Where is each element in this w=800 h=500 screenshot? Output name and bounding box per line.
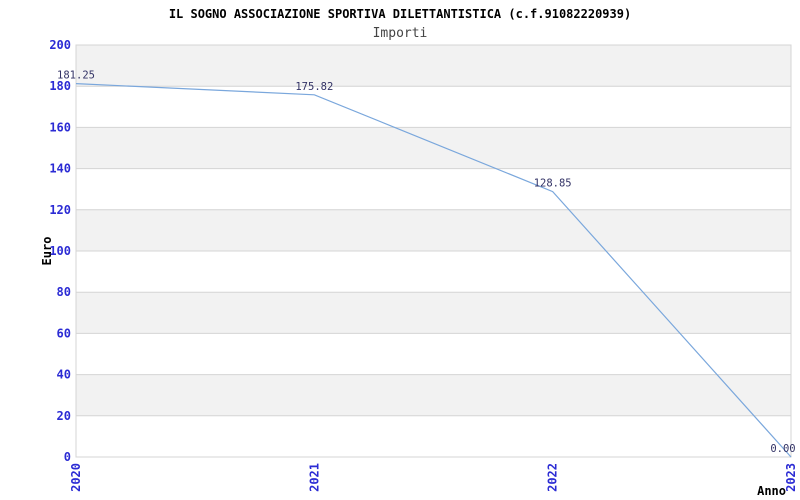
grid-band	[76, 127, 791, 169]
x-axis-tick-label: 2020	[69, 463, 83, 492]
x-axis-tick-label: 2023	[784, 463, 798, 492]
y-axis-tick-label: 80	[57, 285, 71, 299]
x-axis-tick-label: 2022	[546, 463, 560, 492]
data-point-label: 128.85	[534, 178, 572, 190]
y-axis-tick-label: 180	[49, 79, 71, 93]
grid-band	[76, 86, 791, 128]
x-axis-title: Anno	[757, 484, 786, 498]
data-line	[75, 83, 792, 458]
data-point-label: 175.82	[295, 81, 333, 93]
grid-band	[76, 251, 791, 293]
grid-band	[76, 45, 791, 87]
x-axis-tick-label: 2021	[307, 463, 321, 492]
grid-band	[76, 333, 791, 375]
y-axis-tick-label: 100	[49, 244, 71, 258]
y-axis-tick-label: 120	[49, 203, 71, 217]
grid-band	[76, 292, 791, 334]
y-axis-tick-label: 140	[49, 162, 71, 176]
grid-band	[76, 168, 791, 210]
y-axis-tick-label: 160	[49, 120, 71, 134]
y-axis-tick-label: 0	[64, 450, 71, 464]
y-axis-tick-label: 20	[57, 409, 71, 423]
y-axis-tick-label: 60	[57, 326, 71, 340]
y-axis-tick-label: 200	[49, 38, 71, 52]
grid-band	[76, 374, 791, 416]
data-point-label: 181.25	[57, 70, 95, 82]
y-axis-title: Euro	[40, 237, 54, 266]
chart-title: IL SOGNO ASSOCIAZIONE SPORTIVA DILETTANT…	[168, 7, 632, 21]
plot-border	[75, 44, 792, 458]
grid-band	[76, 415, 791, 457]
grid-band	[76, 209, 791, 251]
y-axis-tick-label: 40	[57, 368, 71, 382]
chart-subtitle: Importi	[372, 26, 428, 41]
data-point-label: 0.00	[770, 443, 795, 455]
